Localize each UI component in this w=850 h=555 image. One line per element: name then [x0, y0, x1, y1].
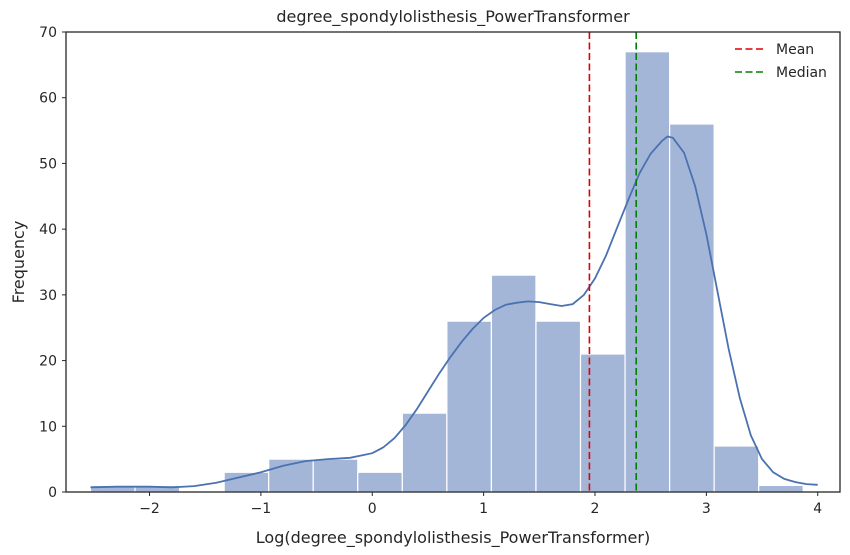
y-tick-label: 30 — [39, 288, 57, 304]
legend-median-label: Median — [776, 65, 827, 81]
x-tick-label: 3 — [702, 501, 711, 517]
histogram-bar-10 — [535, 320, 582, 493]
y-tick-label: 70 — [39, 25, 57, 41]
histogram-bar-9 — [490, 274, 537, 493]
histogram-bar-13 — [669, 123, 715, 493]
histogram-bar-12 — [624, 51, 671, 493]
legend: Mean Median — [735, 42, 827, 81]
y-tick-label: 60 — [39, 91, 57, 107]
x-tick-label: 0 — [368, 501, 377, 517]
y-axis-label: Frequency — [9, 221, 28, 304]
histogram-bar-5 — [312, 458, 359, 493]
kde-curve — [90, 135, 818, 489]
x-axis-ticks: −2 −1 0 1 2 3 4 — [139, 492, 822, 517]
x-tick-label: −1 — [251, 501, 272, 517]
x-tick-label: 1 — [479, 501, 488, 517]
histogram-bars — [89, 51, 804, 493]
x-tick-label: 4 — [813, 501, 822, 517]
histogram-bar-8 — [446, 320, 493, 493]
y-tick-label: 40 — [39, 222, 57, 238]
x-axis-label: Log(degree_spondylolisthesis_PowerTransf… — [256, 528, 650, 548]
y-tick-label: 0 — [48, 485, 57, 501]
y-tick-label: 10 — [39, 419, 57, 435]
histogram-bar-7 — [401, 412, 448, 493]
legend-mean-label: Mean — [776, 42, 814, 58]
x-tick-label: 2 — [591, 501, 600, 517]
histogram-bar-6 — [357, 471, 403, 493]
x-tick-label: −2 — [139, 501, 160, 517]
y-tick-label: 20 — [39, 354, 57, 370]
histogram-bar-14 — [713, 445, 760, 493]
plot-frame — [65, 31, 841, 493]
histogram-bar-11 — [579, 353, 626, 493]
y-tick-label: 50 — [39, 156, 57, 172]
chart-title: degree_spondylolisthesis_PowerTransforme… — [276, 7, 630, 27]
y-axis-ticks: 0 10 20 30 40 50 60 70 — [39, 25, 66, 501]
histogram-bar-15 — [758, 484, 804, 493]
